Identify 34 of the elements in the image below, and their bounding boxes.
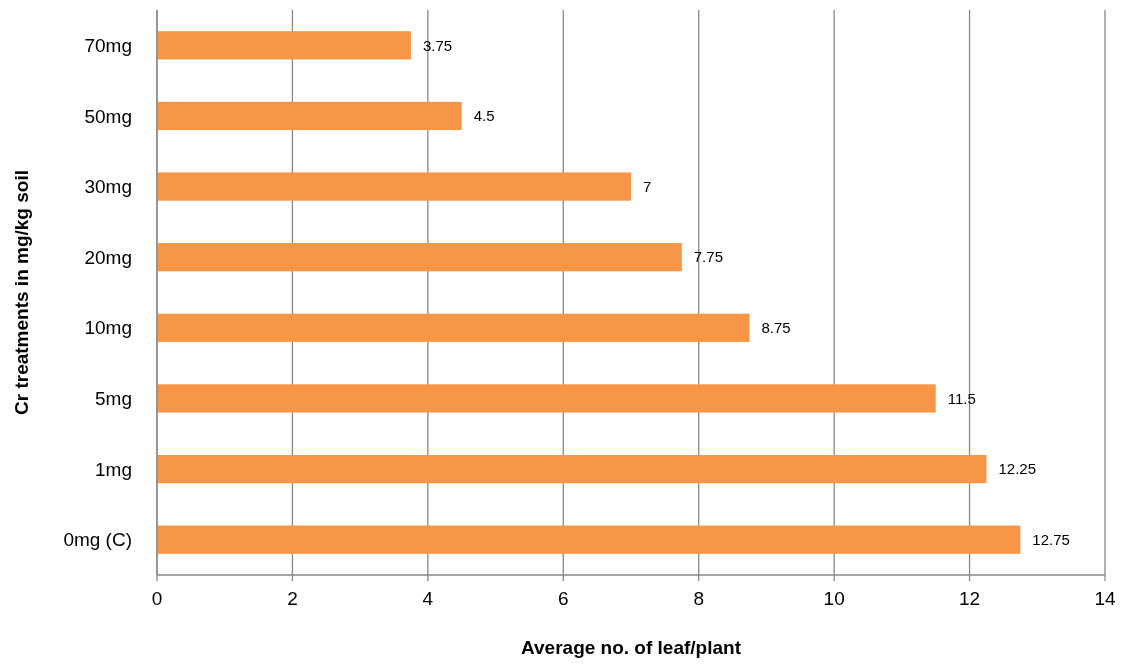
x-tick-label: 0 (151, 588, 163, 609)
y-tick-label: 50mg (84, 105, 132, 127)
x-tick-label: 12 (959, 588, 981, 609)
y-tick-label: 10mg (84, 317, 132, 339)
data-label: 11.5 (947, 389, 976, 407)
data-label: 8.75 (761, 319, 791, 337)
bar (157, 172, 631, 201)
data-label: 12.75 (1032, 530, 1070, 548)
y-tick-label: 5mg (95, 388, 132, 410)
x-tick-label: 8 (693, 588, 704, 609)
x-tick-label: 6 (558, 588, 569, 609)
data-label: 12.25 (998, 460, 1037, 478)
data-label: 7.75 (693, 248, 723, 266)
y-tick-label: 30mg (84, 176, 132, 198)
x-axis-title: Average no. of leaf/plant (521, 637, 742, 658)
bar (157, 243, 682, 272)
y-tick-label: 0mg (C) (63, 529, 132, 551)
data-label: 3.75 (422, 36, 453, 54)
x-tick-label: 10 (823, 588, 845, 609)
bar (157, 384, 936, 413)
x-tick-label: 2 (287, 588, 298, 609)
y-tick-label: 20mg (84, 246, 132, 268)
data-label: 7 (643, 177, 652, 195)
bar (157, 454, 987, 484)
y-tick-label: 70mg (84, 34, 132, 56)
bar (157, 313, 750, 342)
x-tick-label: 14 (1094, 588, 1116, 609)
bar (157, 525, 1021, 554)
bar (157, 31, 411, 60)
data-label: 4.5 (473, 107, 495, 125)
y-axis-title: Cr treatments in mg/kg soil (11, 170, 32, 415)
bar (157, 101, 462, 131)
y-tick-label: 1mg (95, 458, 132, 480)
x-tick-label: 4 (422, 588, 434, 609)
